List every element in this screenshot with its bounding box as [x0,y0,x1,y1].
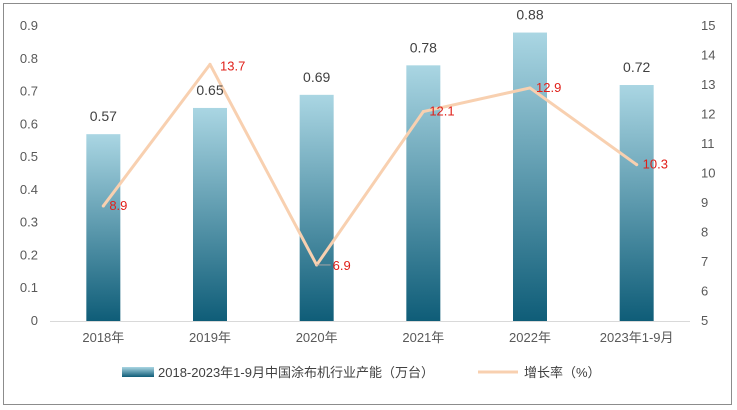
bar [513,32,547,322]
y-right-tick-label: 5 [701,313,708,328]
line-data-label: 13.7 [220,58,245,73]
y-right-tick-label: 13 [701,77,715,92]
legend-bar-label: 2018-2023年1-9月中国涂布机行业产能（万台） [158,365,434,380]
bar-series [86,32,654,322]
line-data-label: 12.9 [536,80,561,95]
line-point [528,86,532,90]
bar-data-label: 0.69 [303,69,330,85]
y-left-tick-label: 0.3 [20,215,38,230]
legend-bar-swatch [122,367,154,377]
y-right-tick-label: 9 [701,195,708,210]
y-left-tick-label: 0.4 [20,182,38,197]
y-right-tick-label: 8 [701,225,708,240]
x-axis-tick-labels: 2018年 2019年 2020年 2021年 2022年 2023年1-9月 [82,330,673,345]
y-left-tick-label: 0.7 [20,84,38,99]
line-data-labels: 8.9 13.7 6.9 12.1 12.9 10.3 [109,58,668,273]
line-data-label: 8.9 [109,198,127,213]
x-tick-label: 2018年 [82,330,124,345]
bar [193,107,227,321]
y-right-tick-label: 12 [701,107,715,122]
y-right-tick-label: 14 [701,48,715,63]
y-left-tick-label: 0.6 [20,116,38,131]
x-tick-label: 2022年 [509,330,551,345]
y-left-tick-label: 0.9 [20,18,38,33]
bar-data-labels: 0.57 0.65 0.69 0.78 0.88 0.72 [90,7,651,125]
bar-data-label: 0.72 [623,59,650,75]
y-left-tick-label: 0 [31,313,38,328]
bar-data-label: 0.78 [410,39,437,55]
y-left-tick-label: 0.1 [20,280,38,295]
legend-line-label: 增长率（%） [524,365,601,380]
line-data-label: 6.9 [333,258,351,273]
bar [619,85,654,321]
line-point [635,163,639,167]
y-left-tick-label: 0.5 [20,149,38,164]
line-point [208,62,212,66]
bar-data-label: 0.88 [516,7,543,23]
y-right-tick-label: 10 [701,166,715,181]
chart-frame [3,3,732,405]
growth-rate-line [101,62,639,267]
line-point [101,204,105,208]
y-right-tick-label: 7 [701,254,708,269]
x-tick-label: 2023年1-9月 [600,330,674,345]
line-point [421,110,425,114]
x-tick-label: 2019年 [189,330,231,345]
bar-data-label: 0.65 [196,82,223,98]
bar [299,94,334,321]
bar-data-label: 0.57 [90,108,117,124]
y-right-tick-label: 11 [701,136,715,151]
line-series [101,62,639,267]
x-tick-label: 2021年 [402,330,444,345]
line-data-label: 10.3 [643,157,668,172]
y-right-tick-label: 15 [701,18,715,33]
y-right-tick-label: 6 [701,284,708,299]
legend: 2018-2023年1-9月中国涂布机行业产能（万台） 增长率（%） [122,365,601,380]
y-axis-right: 5 6 7 8 9 10 11 12 13 14 15 [701,18,715,328]
line-data-label: 12.1 [429,104,454,119]
bar [86,134,121,321]
x-tick-label: 2020年 [296,330,338,345]
y-axis-left: 0 0.1 0.2 0.3 0.4 0.5 0.6 0.7 0.8 0.9 [20,18,38,328]
y-left-tick-label: 0.2 [20,247,38,262]
y-left-tick-label: 0.8 [20,51,38,66]
